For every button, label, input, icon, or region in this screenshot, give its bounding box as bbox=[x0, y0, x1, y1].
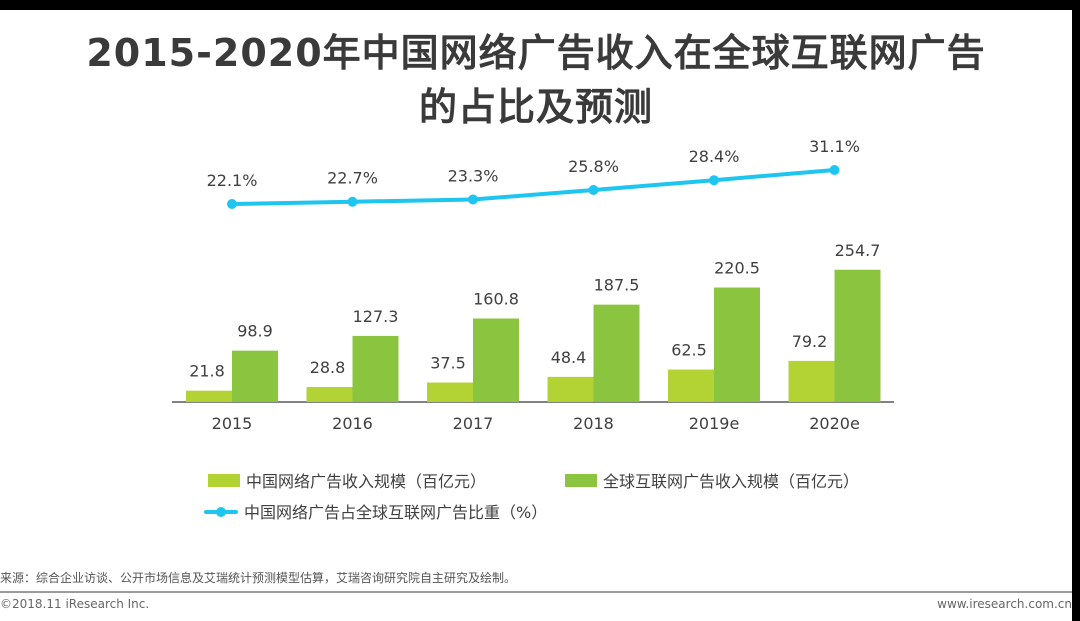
share-label-2017: 23.3% bbox=[448, 166, 499, 185]
x-tick-labels: 2015 2016 2017 2018 2019e 2020e bbox=[212, 414, 860, 433]
share-point-2019e bbox=[709, 175, 719, 186]
bars-group: 21.8 98.9 28.8 127.3 37.5 160.8 48.4 187.5 62.5 2… bbox=[186, 241, 881, 402]
bar-global-2018 bbox=[593, 304, 640, 402]
data-label-global-2015: 98.9 bbox=[237, 322, 273, 341]
share-point-2016 bbox=[347, 196, 358, 207]
bar-china-2020e bbox=[788, 360, 835, 402]
bar-global-2017 bbox=[473, 318, 519, 402]
legend-line-marker-icon bbox=[204, 505, 238, 518]
x-tick-label-2015: 2015 bbox=[212, 414, 253, 433]
data-label-global-2020e: 254.7 bbox=[835, 241, 881, 260]
source-note: 来源：综合企业访谈、公开市场信息及艾瑞统计预测模型估算，艾瑞咨询研究院自主研究及… bbox=[0, 571, 517, 585]
x-tick-label-2017: 2017 bbox=[453, 414, 494, 433]
data-label-china-2016: 28.8 bbox=[310, 358, 346, 377]
share-label-2019e: 28.4% bbox=[689, 147, 740, 166]
bar-global-2019e bbox=[714, 287, 760, 402]
data-label-global-2019e: 220.5 bbox=[714, 259, 760, 278]
x-tick-label-2016: 2016 bbox=[332, 414, 373, 433]
share-label-2015: 22.1% bbox=[207, 171, 258, 190]
bar-china-2015 bbox=[186, 390, 232, 402]
website-link[interactable]: www.iresearch.com.cn bbox=[937, 597, 1072, 611]
legend-label-share: 中国网络广告占全球互联网广告比重（%） bbox=[244, 503, 548, 522]
chart-title-line1: 2015-2020年中国网络广告收入在全球互联网广告 bbox=[86, 31, 986, 75]
copyright-text: ©2018.11 iResearch Inc. bbox=[0, 597, 150, 611]
footer-divider bbox=[0, 591, 1072, 593]
x-tick-label-2019e: 2019e bbox=[689, 414, 740, 433]
data-label-china-2015: 21.8 bbox=[189, 362, 225, 381]
chart-area: 21.8 98.9 28.8 127.3 37.5 160.8 48.4 187.5 62.5 2… bbox=[172, 137, 894, 433]
share-point-2018 bbox=[588, 185, 599, 196]
legend-item-china-revenue: 中国网络广告收入规模（百亿元） bbox=[208, 468, 486, 492]
bar-global-2016 bbox=[352, 335, 399, 402]
legend-label-china: 中国网络广告收入规模（百亿元） bbox=[246, 472, 487, 491]
data-label-china-2017: 37.5 bbox=[430, 354, 466, 373]
legend-label-global: 全球互联网广告收入规模（百亿元） bbox=[603, 472, 860, 491]
share-line bbox=[231, 168, 835, 206]
share-point-2020e bbox=[829, 165, 840, 175]
x-tick-label-2020e: 2020e bbox=[809, 414, 860, 433]
bar-global-2020e bbox=[834, 269, 881, 402]
share-point-2015 bbox=[227, 199, 237, 209]
data-label-china-2018: 48.4 bbox=[551, 348, 587, 367]
data-label-global-2016: 127.3 bbox=[353, 307, 399, 326]
share-label-2018: 25.8% bbox=[568, 157, 619, 176]
data-label-china-2019e: 62.5 bbox=[671, 341, 707, 360]
bar-china-2016 bbox=[306, 387, 353, 402]
slide: 2015-2020年中国网络广告收入在全球互联网广告 的占比及预测 21.8 98… bbox=[0, 10, 1072, 621]
data-label-global-2017: 160.8 bbox=[473, 290, 519, 309]
bar-china-2018 bbox=[547, 376, 594, 402]
bar-china-2017 bbox=[427, 382, 473, 402]
data-label-global-2018: 187.5 bbox=[594, 276, 640, 295]
bar-china-2019e bbox=[668, 369, 714, 402]
legend-item-global-revenue: 全球互联网广告收入规模（百亿元） bbox=[565, 468, 859, 492]
x-tick-label-2018: 2018 bbox=[573, 414, 614, 433]
legend-item-share: 中国网络广告占全球互联网广告比重（%） bbox=[204, 499, 547, 523]
bar-global-2015 bbox=[232, 350, 278, 402]
share-point-2017 bbox=[468, 194, 478, 205]
data-label-china-2020e: 79.2 bbox=[792, 332, 828, 351]
line-series-group: 22.1% 22.7% 23.3% 25.8% 28.4% 31.1% bbox=[207, 137, 860, 209]
legend-swatch-china bbox=[208, 473, 240, 487]
share-label-2020e: 31.1% bbox=[809, 137, 860, 156]
legend-swatch-global bbox=[565, 473, 597, 487]
share-label-2016: 22.7% bbox=[327, 169, 378, 188]
chart-title-line2: 的占比及预测 bbox=[418, 85, 653, 129]
